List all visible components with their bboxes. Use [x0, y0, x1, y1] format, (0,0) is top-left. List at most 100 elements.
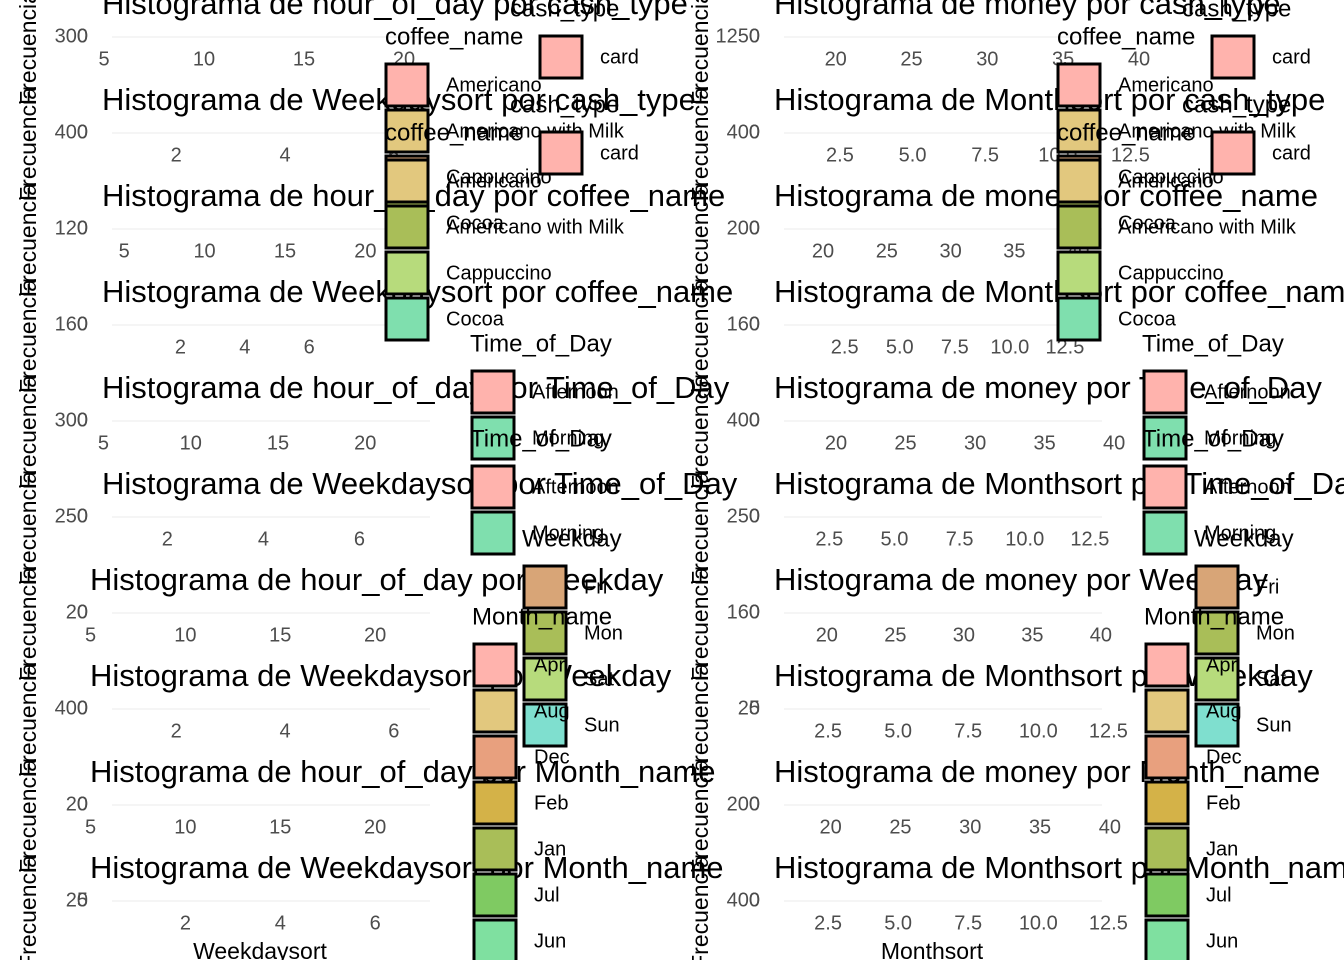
legend-key — [522, 564, 568, 610]
legend-label: Apr — [534, 654, 565, 676]
legend-label: Cappuccino — [446, 166, 552, 188]
legend-key — [1144, 642, 1190, 688]
x-tick-label: 2.5 — [814, 720, 842, 742]
x-tick-label: 2.5 — [826, 144, 854, 166]
legend-label: Jun — [534, 930, 566, 952]
legend: Time_of_Day Afternoon Morning — [1142, 425, 1291, 556]
y-axis-label: Frecuencia — [15, 663, 41, 777]
x-tick-label: 7.5 — [946, 528, 974, 550]
legend-title: coffee_name — [385, 119, 523, 146]
x-tick-label: 7.5 — [954, 720, 982, 742]
legend-label: Afternoon — [1204, 476, 1291, 498]
x-tick-label: 7.5 — [971, 144, 999, 166]
y-axis-label: Frecuencia — [15, 279, 41, 393]
y-tick-label: 200 — [727, 793, 760, 815]
x-tick-label: 12.5 — [1089, 720, 1128, 742]
x-tick-label: 10.0 — [1005, 528, 1044, 550]
legend-key — [472, 688, 518, 734]
legend-title: coffee_name — [385, 23, 523, 50]
y-axis-label: Frecuencia — [15, 855, 41, 960]
legend: Time_of_Day Afternoon Morning — [1142, 330, 1291, 461]
y-axis-label: Frecuencia — [15, 375, 41, 489]
legend-label: Cocoa — [446, 212, 505, 234]
panel-title: Histograma de hour_of_day por cash_type — [102, 0, 688, 21]
y-tick-label: 1250 — [716, 25, 761, 47]
legend-key — [472, 642, 518, 688]
x-tick-label: 20 — [812, 240, 834, 262]
y-tick-label: 20 — [66, 601, 88, 623]
legend-label: Sat — [584, 668, 614, 690]
x-tick-label: 15 — [274, 240, 296, 262]
legend-title: cash_type — [510, 91, 619, 118]
y-tick-label: 300 — [55, 409, 88, 431]
x-tick-label: 5 — [119, 240, 130, 262]
legend-label: Dec — [534, 746, 570, 768]
legend-title: Month_name — [1144, 603, 1284, 630]
panel-title: Histograma de money por Weekday — [774, 562, 1268, 597]
panel-title: Histograma de money por Time_of_Day — [774, 370, 1322, 405]
legend-key — [470, 510, 516, 556]
x-tick-label: 20 — [354, 240, 376, 262]
legend-label: card — [600, 46, 639, 68]
x-tick-label: 5.0 — [884, 720, 912, 742]
panel-title: Histograma de Weekdaysort por Time_of_Da… — [102, 466, 738, 501]
y-tick-label: 25 — [738, 697, 760, 719]
x-tick-label: 25 — [876, 240, 898, 262]
x-tick-label: 4 — [275, 912, 286, 934]
legend-title: coffee_name — [1057, 119, 1195, 146]
x-tick-label: 30 — [964, 432, 986, 454]
x-tick-label: 5 — [98, 432, 109, 454]
legend-title: Month_name — [472, 603, 612, 630]
x-tick-label: 5.0 — [884, 912, 912, 934]
x-tick-label: 20 — [825, 432, 847, 454]
y-tick-label: 0 — [77, 217, 88, 239]
x-tick-label: 15 — [269, 624, 291, 646]
panel-title: Histograma de money por Month_name — [774, 754, 1320, 789]
y-tick-label: 0 — [77, 505, 88, 527]
y-tick-label: 400 — [55, 697, 88, 719]
legend-label: Jan — [534, 838, 566, 860]
y-tick-label: 20 — [66, 793, 88, 815]
legend-label: Apr — [1206, 654, 1237, 676]
panel: 2.55.07.510.012.50400FrecuenciaHistogram… — [687, 82, 1325, 201]
x-tick-label: 20 — [364, 816, 386, 838]
legend-key — [384, 296, 430, 342]
legend-label: card — [1272, 46, 1311, 68]
legend-key — [470, 369, 516, 415]
legend-key — [1144, 780, 1190, 826]
legend-key — [384, 204, 430, 250]
y-axis-label: Frecuencia — [687, 183, 713, 297]
legend-title: Time_of_Day — [470, 330, 612, 357]
y-axis-label: Frecuencia — [687, 471, 713, 585]
x-tick-label: 5.0 — [886, 336, 914, 358]
y-tick-label: 250 — [727, 505, 760, 527]
y-tick-label: 0 — [749, 601, 760, 623]
x-tick-label: 25 — [900, 48, 922, 70]
y-tick-label: 400 — [727, 121, 760, 143]
x-tick-label: 2 — [171, 720, 182, 742]
legend: Month_name Apr Aug Dec Feb Jan Jul Jun — [472, 603, 612, 960]
x-tick-label: 35 — [1029, 816, 1051, 838]
legend-key — [1194, 610, 1240, 656]
x-tick-label: 2 — [180, 912, 191, 934]
legend-label: Aug — [534, 700, 570, 722]
y-tick-label: 120 — [55, 217, 88, 239]
legend: Weekday Fri Mon Sat Sun — [1194, 525, 1295, 748]
x-axis-label: Weekdaysort — [193, 938, 327, 960]
legend-title: Time_of_Day — [1142, 330, 1284, 357]
panel-title: Histograma de hour_of_day por Time_of_Da… — [102, 370, 730, 405]
y-tick-label: 0 — [77, 121, 88, 143]
x-tick-label: 15 — [269, 816, 291, 838]
legend-label: Cappuccino — [1118, 166, 1224, 188]
y-tick-label: 0 — [749, 121, 760, 143]
x-tick-label: 35 — [1003, 240, 1025, 262]
legend-label: Jan — [1206, 838, 1238, 860]
